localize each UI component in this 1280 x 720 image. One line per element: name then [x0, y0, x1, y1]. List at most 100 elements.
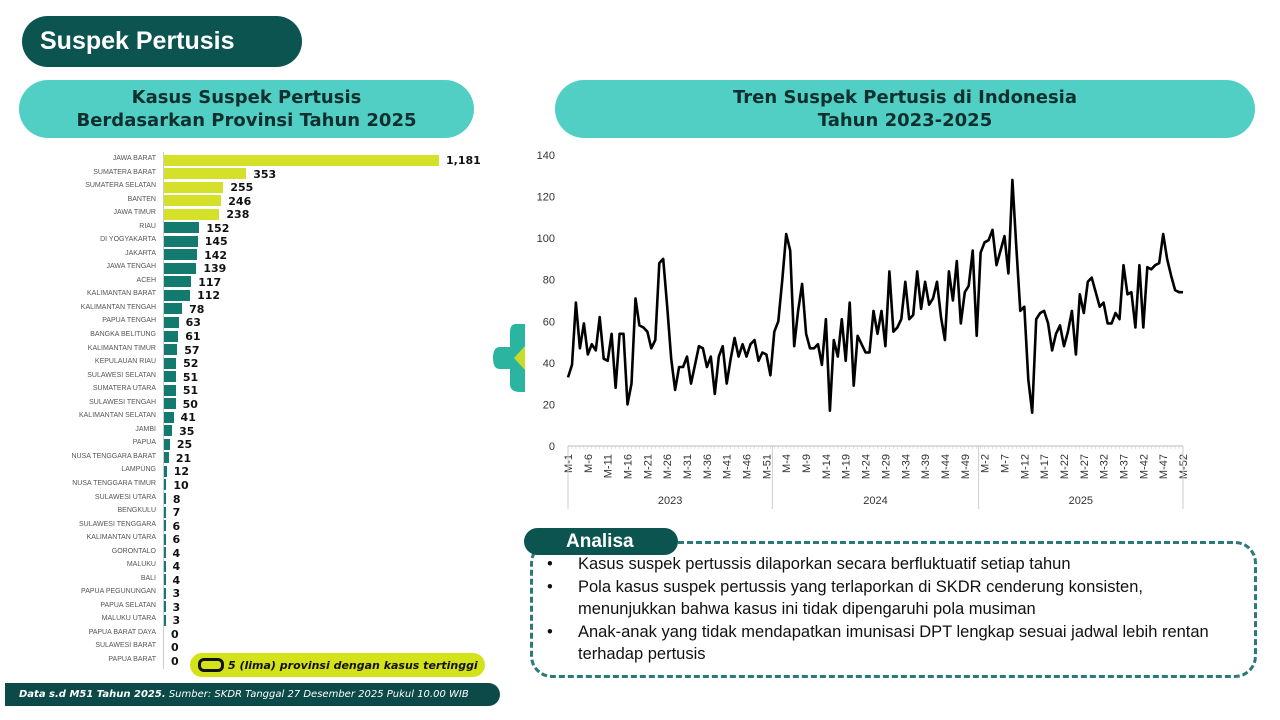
bar-value-label: 4	[172, 546, 181, 560]
bar	[164, 438, 170, 450]
x-tick-label: M-4	[781, 454, 793, 473]
bar-value-label: 51	[182, 370, 199, 384]
bar-value-label: 4	[172, 560, 181, 574]
bar-value-label: 139	[203, 262, 227, 276]
y-tick-label: 120	[537, 192, 555, 204]
bar-value-label: 57	[184, 343, 200, 357]
y-tick-label: 0	[549, 441, 555, 453]
footer-data-note: Data s.d M51 Tahun 2025.	[19, 689, 166, 700]
year-label: 2024	[863, 495, 887, 507]
bar	[164, 235, 198, 247]
bar-category-label: BENGKULU	[117, 507, 156, 515]
bar-category-label: SULAWESI SELATAN	[87, 371, 156, 379]
bar-value-label: 50	[182, 397, 198, 411]
x-tick-label: M-36	[702, 454, 714, 479]
x-tick-label: M-37	[1118, 454, 1130, 479]
x-tick-label: M-52	[1178, 454, 1190, 479]
bar-category-label: JAWA BARAT	[112, 155, 156, 162]
bar-category-label: JAMBI	[135, 425, 156, 433]
bar-value-label: 145	[204, 235, 228, 249]
bar-category-label: BANTEN	[127, 195, 156, 203]
bar	[164, 601, 166, 613]
bar-category-label: GORONTALO	[111, 547, 156, 555]
bar-category-label: DI YOGYAKARTA	[100, 236, 156, 244]
bar-value-label: 0	[171, 641, 179, 655]
x-tick-label: M-47	[1158, 454, 1170, 479]
bar	[164, 222, 200, 234]
x-tick-label: M-2	[980, 454, 992, 473]
bar-value-label: 41	[180, 411, 196, 425]
year-label: 2023	[658, 495, 682, 507]
bar-value-label: 12	[173, 465, 190, 479]
bar-chart-title-line1: Kasus Suspek Pertusis	[131, 87, 362, 108]
x-tick-label: M-6	[583, 454, 595, 473]
bar-axis-line	[163, 152, 164, 669]
bar	[164, 547, 166, 559]
bar	[164, 493, 166, 504]
y-tick-label: 20	[543, 399, 555, 411]
x-tick-label: M-12	[1019, 454, 1031, 479]
x-tick-label: M-29	[880, 454, 892, 479]
analysis-box	[530, 541, 1257, 678]
bar-value-label: 52	[183, 357, 199, 371]
bar-category-label: PAPUA TENGAH	[102, 317, 156, 325]
bar	[164, 479, 167, 491]
x-tick-label: M-46	[742, 454, 754, 479]
x-tick-label: M-26	[662, 454, 674, 479]
legend-label: 5 (lima) provinsi dengan kasus tertinggi	[228, 658, 478, 672]
bar-value-label: 0	[171, 627, 179, 641]
x-tick-label: M-17	[1039, 454, 1051, 479]
bar-chart-header: Kasus Suspek Pertusis Berdasarkan Provin…	[19, 80, 474, 138]
bar	[164, 154, 439, 166]
bar-category-label: BANGKA BELITUNG	[90, 331, 156, 339]
footer-source-text: Sumber: SKDR Tanggal 27 Desember 2025 Pu…	[165, 689, 469, 700]
bar-value-label: 353	[253, 167, 277, 181]
analysis-list: Kasus suspek pertussis dilaporkan secara…	[545, 553, 1245, 666]
x-tick-label: M-11	[603, 454, 615, 478]
bar	[164, 560, 166, 572]
bar-value-label: 3	[172, 600, 181, 614]
bar-value-label: 246	[228, 194, 252, 208]
bar-value-label: 51	[182, 384, 199, 398]
x-tick-label: M-44	[940, 454, 952, 479]
x-tick-label: M-31	[682, 454, 694, 479]
line-chart-title-line1: Tren Suspek Pertusis di Indonesia	[733, 87, 1077, 108]
bar-category-label: ACEH	[136, 276, 156, 284]
year-label: 2025	[1069, 495, 1093, 507]
bar	[164, 357, 177, 369]
bar-value-label: 78	[189, 302, 205, 316]
bar-value-label: 238	[226, 208, 250, 222]
bar-value-label: 63	[185, 316, 201, 330]
x-tick-label: M-16	[623, 454, 635, 479]
bar-value-label: 255	[230, 181, 254, 195]
bar	[164, 411, 174, 423]
bar-value-label: 21	[175, 451, 192, 465]
bar-category-label: JAWA TENGAH	[106, 263, 156, 271]
bar-value-label: 152	[206, 221, 230, 235]
x-tick-label: M-21	[642, 454, 654, 479]
analysis-item: Anak-anak yang tidak mendapatkan imunisa…	[545, 621, 1245, 666]
y-tick-label: 80	[543, 275, 555, 287]
bar-category-label: NUSA TENGGARA BARAT	[71, 452, 156, 460]
legend: 5 (lima) provinsi dengan kasus tertinggi	[190, 653, 485, 677]
bar-value-label: 142	[204, 248, 228, 262]
bar-value-label: 0	[171, 654, 179, 668]
bar-value-label: 6	[172, 519, 181, 533]
analysis-item: Kasus suspek pertussis dilaporkan secara…	[545, 553, 1245, 576]
bar-category-label: NUSA TENGGARA TIMUR	[72, 479, 156, 487]
province-bar-chart: JAWA BARAT 1,181 SUMATERA BARAT 353 SUMATERA…	[0, 0, 500, 680]
bar-category-label: PAPUA PEGUNUNGAN	[81, 588, 156, 596]
bar-category-label: RIAU	[139, 222, 156, 230]
kemenkes-logo-icon	[493, 324, 525, 392]
bar	[164, 276, 192, 288]
bar	[164, 168, 247, 180]
bar	[164, 344, 178, 356]
bar	[164, 452, 169, 464]
bar-category-label: MALUKU	[126, 561, 156, 569]
bar-category-label: KALIMANTAN TIMUR	[87, 344, 156, 352]
bar-category-label: PAPUA	[132, 439, 156, 447]
bar	[164, 316, 179, 328]
bar-category-label: JAKARTA	[125, 249, 156, 257]
bar-value-label: 7	[172, 506, 181, 520]
bar	[164, 398, 176, 410]
